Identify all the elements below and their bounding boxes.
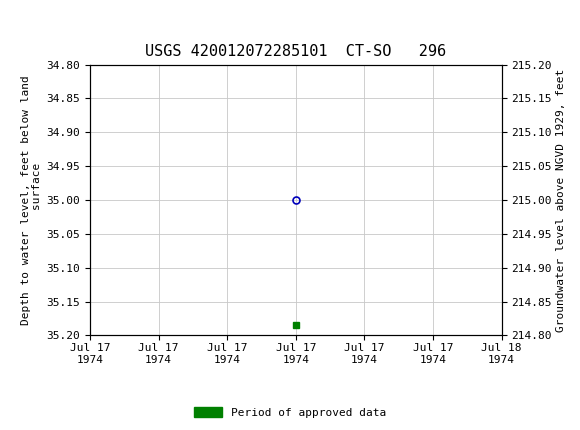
Title: USGS 420012072285101  CT-SO   296: USGS 420012072285101 CT-SO 296 [145, 44, 447, 59]
Text: ≡: ≡ [9, 7, 30, 31]
Legend: Period of approved data: Period of approved data [190, 403, 390, 422]
Y-axis label: Depth to water level, feet below land
    surface: Depth to water level, feet below land su… [21, 75, 42, 325]
Y-axis label: Groundwater level above NGVD 1929, feet: Groundwater level above NGVD 1929, feet [556, 68, 566, 332]
Text: USGS: USGS [38, 10, 97, 29]
